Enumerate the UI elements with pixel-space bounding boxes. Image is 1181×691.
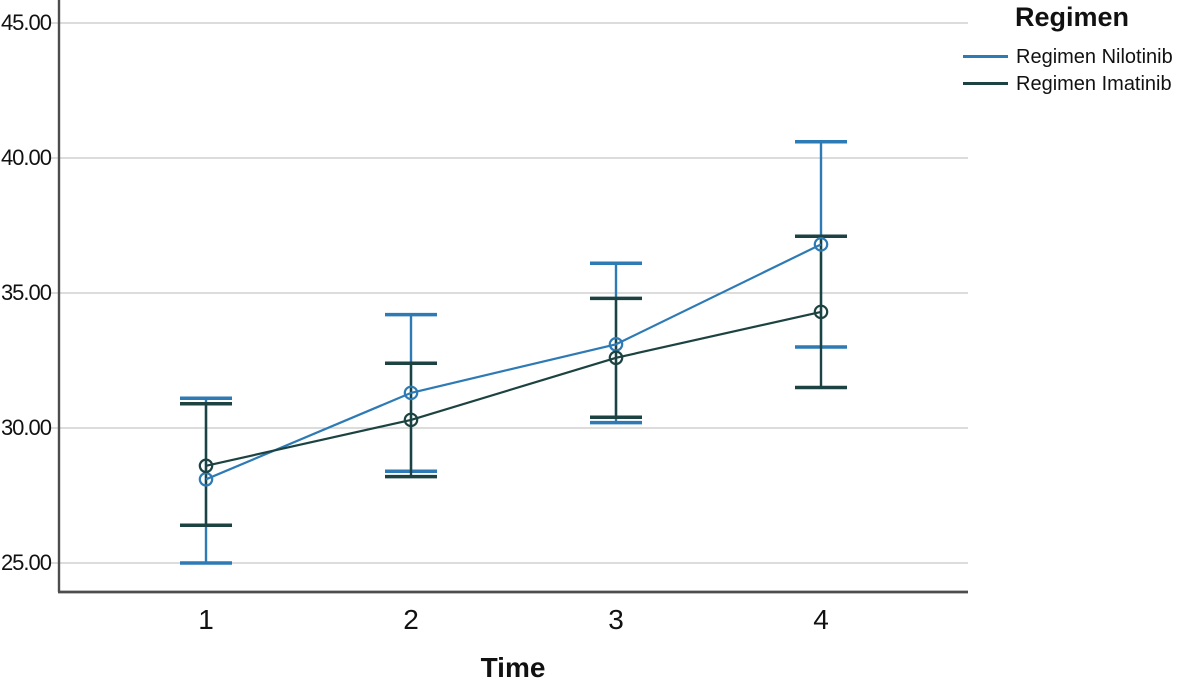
legend-item: Regimen Nilotinib — [963, 43, 1181, 70]
gridlines — [51, 22, 968, 564]
data-point-marker — [608, 336, 624, 352]
legend-item-label: Regimen Imatinib — [1016, 72, 1172, 95]
y-tick-label: 35.00 — [0, 280, 52, 305]
data-point-marker — [403, 385, 419, 401]
x-tick-label: 3 — [608, 604, 624, 635]
y-tick-label: 30.00 — [0, 415, 52, 440]
axes — [57, 0, 968, 594]
data-point-marker — [198, 458, 214, 474]
x-axis-title: Time — [480, 652, 546, 683]
error-bars-nilotinib — [180, 140, 847, 565]
x-tick-label: 2 — [403, 604, 419, 635]
legend-item-label: Regimen Nilotinib — [1016, 45, 1173, 68]
legend: Regimen Regimen Nilotinib Regimen Imatini… — [963, 4, 1181, 97]
data-point-marker — [813, 304, 829, 320]
series-imatinib — [198, 304, 829, 474]
error-bars-imatinib — [180, 234, 847, 527]
legend-item: Regimen Imatinib — [963, 70, 1181, 97]
y-tick-label: 45.00 — [0, 10, 52, 35]
legend-entries: Regimen Nilotinib Regimen Imatinib — [963, 43, 1181, 97]
data-point-marker — [608, 350, 624, 366]
x-tick-label: 1 — [198, 604, 214, 635]
legend-line-sample — [963, 82, 1008, 85]
data-point-marker — [403, 412, 419, 428]
y-tick-label: 40.00 — [0, 145, 52, 170]
data-point-marker — [813, 237, 829, 252]
legend-line-sample — [963, 55, 1008, 58]
y-tick-label: 25.00 — [0, 550, 52, 575]
series-nilotinib — [198, 237, 829, 487]
x-tick-label: 4 — [813, 604, 829, 635]
legend-title: Regimen — [1014, 2, 1130, 32]
